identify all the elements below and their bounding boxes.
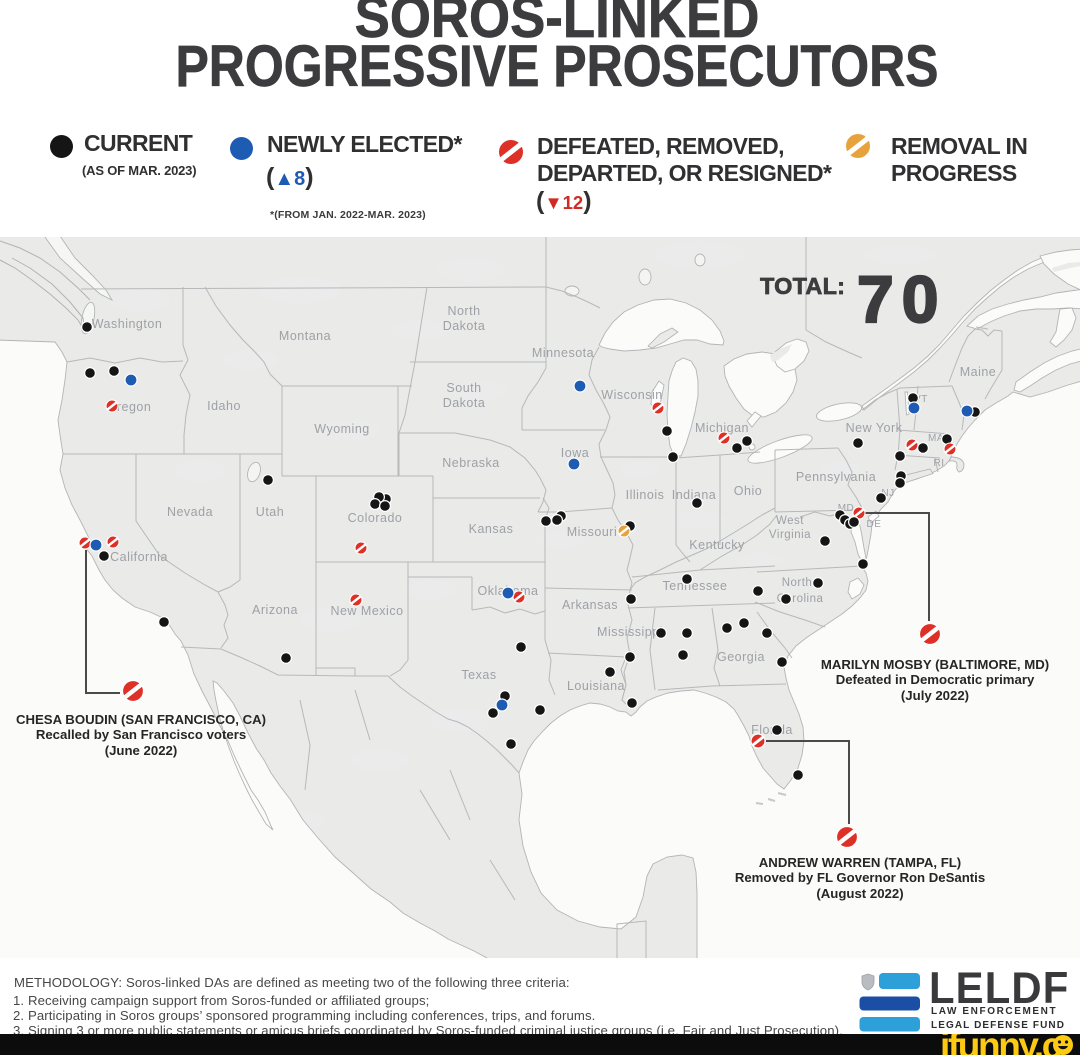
svg-text:Utah: Utah (256, 505, 284, 519)
svg-text:VT: VT (914, 394, 928, 405)
svg-text:Indiana: Indiana (672, 488, 717, 502)
svg-text:Louisiana: Louisiana (567, 679, 625, 693)
svg-text:North: North (447, 304, 480, 318)
svg-text:North: North (782, 577, 813, 589)
svg-text:Tennessee: Tennessee (663, 579, 728, 593)
svg-text:MA: MA (928, 433, 944, 444)
svg-text:Illinois: Illinois (626, 488, 665, 502)
svg-text:Minnesota: Minnesota (532, 346, 594, 360)
svg-text:MD: MD (838, 503, 855, 514)
svg-text:West: West (776, 515, 804, 527)
svg-text:Wisconsin: Wisconsin (601, 388, 662, 402)
svg-text:Dakota: Dakota (443, 396, 486, 410)
svg-text:Nebraska: Nebraska (442, 456, 500, 470)
svg-text:DE: DE (867, 519, 882, 530)
svg-text:Maine: Maine (960, 365, 997, 379)
svg-text:Arizona: Arizona (252, 603, 298, 617)
svg-text:South: South (446, 381, 481, 395)
svg-text:Kentucky: Kentucky (689, 538, 745, 552)
svg-text:Georgia: Georgia (717, 650, 765, 664)
svg-text:New York: New York (846, 421, 903, 435)
svg-text:Wyoming: Wyoming (314, 422, 369, 436)
svg-text:RI: RI (934, 458, 945, 469)
svg-text:Michigan: Michigan (695, 421, 749, 435)
svg-text:Ohio: Ohio (734, 484, 762, 498)
svg-text:Texas: Texas (461, 668, 496, 682)
svg-text:Dakota: Dakota (443, 319, 486, 333)
svg-text:Colorado: Colorado (348, 511, 403, 525)
svg-text:Montana: Montana (279, 329, 331, 343)
svg-text:Pennsylvania: Pennsylvania (796, 470, 876, 484)
svg-text:Washington: Washington (92, 317, 163, 331)
svg-text:Virginia: Virginia (769, 529, 811, 541)
svg-text:Missouri: Missouri (567, 525, 618, 539)
svg-text:Nevada: Nevada (167, 505, 213, 519)
svg-text:Arkansas: Arkansas (562, 598, 618, 612)
svg-text:California: California (110, 550, 168, 564)
svg-text:NJ: NJ (881, 488, 894, 499)
svg-text:Kansas: Kansas (469, 522, 514, 536)
svg-text:Mississippi: Mississippi (597, 625, 663, 639)
svg-text:New Mexico: New Mexico (330, 604, 403, 618)
svg-text:Iowa: Iowa (561, 446, 589, 460)
svg-text:Idaho: Idaho (207, 399, 241, 413)
